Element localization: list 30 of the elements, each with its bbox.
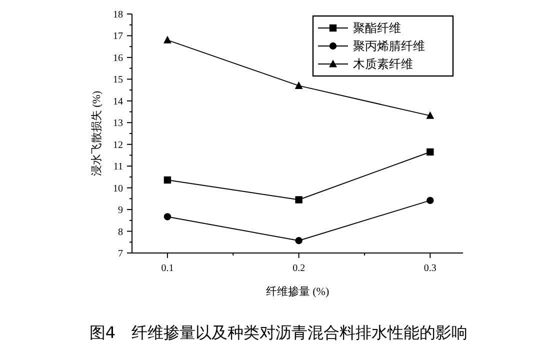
x-tick-label: 0.2 (292, 263, 306, 274)
text: 图4 纤维掺量以及种类对沥青混合料排水性能的影响 (89, 323, 468, 342)
y-tick-label: 11 (113, 162, 123, 173)
x-axis-title: 纤维掺量 (%) (266, 285, 330, 298)
y-tick-label: 12 (113, 140, 123, 151)
point (426, 196, 434, 204)
legend-label: 聚丙烯腈纤维 (353, 39, 425, 54)
point (164, 36, 172, 44)
y-tick-label: 15 (113, 74, 123, 86)
point (294, 81, 303, 89)
y-tick-label: 16 (113, 52, 123, 64)
y-tick-label: 14 (113, 96, 123, 108)
y-tick-label: 7 (118, 248, 123, 260)
y-tick-label: 18 (113, 10, 123, 20)
point (164, 213, 172, 220)
point (426, 148, 434, 156)
y-tick-label: 10 (113, 183, 123, 194)
legend-label: 聚酯纤维 (353, 21, 401, 36)
y-tick-label: 8 (118, 226, 123, 238)
y-tick-label: 13 (113, 118, 123, 130)
point (295, 237, 302, 244)
legend-label: 木质素纤维 (353, 57, 413, 72)
y-axis-title: 浸水飞散损失 (%) (90, 90, 103, 176)
point (164, 176, 172, 184)
y-tick-label: 17 (113, 31, 123, 42)
point (426, 111, 434, 119)
point (295, 196, 302, 204)
x-tick-label: 0.3 (424, 263, 436, 274)
y-tick-label: 9 (118, 205, 123, 216)
x-tick-label: 0.1 (161, 263, 174, 274)
